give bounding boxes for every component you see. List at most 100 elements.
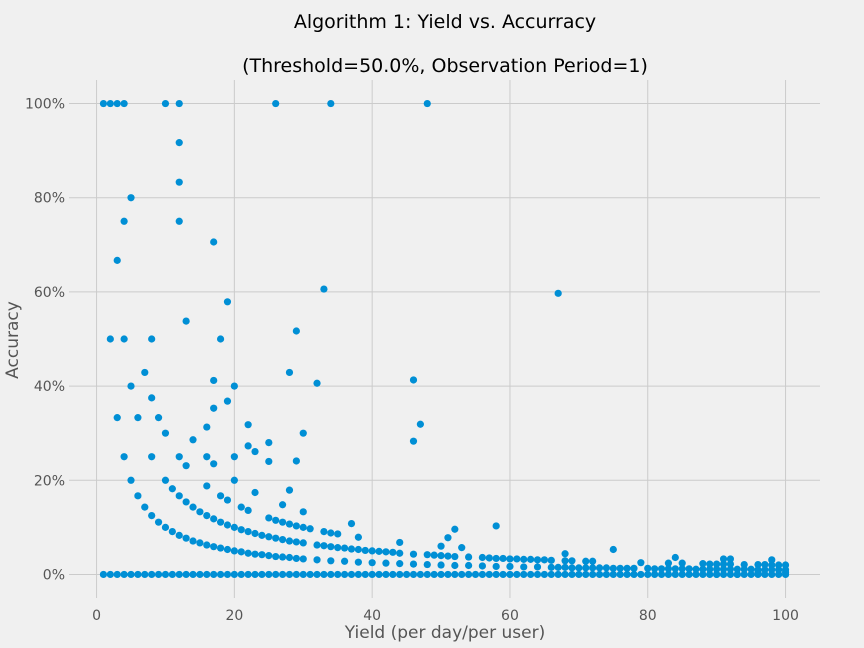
data-point	[506, 555, 514, 563]
data-point	[347, 545, 356, 553]
data-point	[161, 476, 170, 484]
data-point	[595, 570, 604, 579]
data-point	[278, 536, 287, 544]
x-tick-label: 60	[501, 608, 519, 624]
data-point	[396, 570, 404, 579]
data-point	[657, 565, 666, 573]
y-axis-label: Accuracy	[3, 301, 23, 379]
data-point	[485, 570, 493, 579]
data-point	[609, 570, 617, 579]
data-point	[175, 178, 183, 186]
x-tick-label: 80	[639, 608, 657, 624]
data-point	[327, 557, 335, 565]
data-point	[561, 563, 569, 571]
data-point	[258, 531, 266, 539]
data-point	[292, 327, 300, 335]
data-point	[244, 421, 252, 429]
data-point	[306, 570, 314, 579]
data-point	[251, 550, 259, 558]
data-point	[685, 565, 693, 573]
data-point	[644, 564, 652, 572]
data-point	[451, 525, 459, 533]
data-point	[678, 559, 686, 567]
data-point	[113, 256, 121, 264]
x-tick-label: 40	[363, 608, 381, 624]
data-point	[368, 570, 376, 579]
data-point	[161, 429, 170, 437]
data-point	[719, 560, 728, 568]
data-point	[285, 570, 294, 579]
data-point	[285, 486, 294, 494]
data-point	[423, 560, 431, 569]
data-point	[141, 368, 149, 377]
data-point	[458, 544, 466, 552]
data-point	[520, 570, 528, 579]
data-point	[251, 447, 259, 456]
data-point	[533, 570, 542, 579]
y-tick-label: 20%	[34, 473, 65, 489]
data-point	[258, 570, 266, 579]
data-point	[651, 570, 659, 579]
data-point	[265, 457, 273, 466]
data-point	[210, 570, 218, 579]
data-point	[223, 397, 232, 405]
data-point	[409, 560, 418, 568]
data-point	[106, 570, 114, 579]
data-point	[637, 559, 645, 567]
data-point	[582, 564, 590, 572]
data-point	[568, 570, 576, 579]
data-point	[754, 560, 762, 569]
data-point	[320, 528, 328, 536]
data-point	[375, 547, 383, 555]
data-point	[637, 570, 645, 579]
data-point	[154, 570, 163, 579]
data-point	[175, 453, 183, 461]
data-point	[168, 570, 176, 579]
data-point	[127, 476, 135, 484]
data-point	[706, 565, 714, 573]
x-tick-labels: 0 20 40 60 80 100	[92, 608, 799, 624]
data-point	[285, 520, 294, 528]
data-point	[403, 570, 411, 579]
data-point	[313, 556, 321, 564]
data-point	[361, 546, 369, 555]
data-point	[389, 548, 397, 556]
data-point	[547, 563, 555, 571]
chart-subtitle: (Threshold=50.0%, Observation Period=1)	[242, 55, 648, 77]
data-point	[120, 99, 128, 108]
data-point	[761, 566, 769, 574]
x-tick-label: 100	[772, 608, 799, 624]
data-point	[161, 523, 170, 531]
data-point	[554, 563, 562, 571]
data-point	[396, 549, 404, 557]
data-point	[272, 552, 280, 561]
data-point	[671, 570, 679, 579]
data-point	[630, 564, 638, 572]
data-point	[740, 565, 748, 573]
data-point	[244, 528, 252, 536]
data-point	[389, 570, 397, 579]
data-point	[244, 442, 252, 450]
data-point	[210, 543, 218, 551]
data-point	[327, 529, 335, 537]
data-point	[347, 519, 356, 528]
data-point	[430, 570, 438, 579]
data-point	[106, 335, 114, 343]
data-point	[719, 555, 728, 563]
data-point	[203, 511, 211, 520]
data-point	[713, 565, 721, 573]
data-point	[313, 379, 321, 387]
data-point	[657, 570, 666, 579]
data-point	[706, 570, 714, 579]
data-point	[540, 556, 549, 564]
data-point	[561, 570, 569, 579]
data-point	[678, 565, 686, 573]
data-point	[478, 570, 486, 579]
data-point	[747, 570, 755, 579]
data-point	[340, 570, 349, 579]
data-point	[237, 548, 245, 556]
data-point	[340, 557, 349, 565]
data-point	[203, 423, 211, 431]
